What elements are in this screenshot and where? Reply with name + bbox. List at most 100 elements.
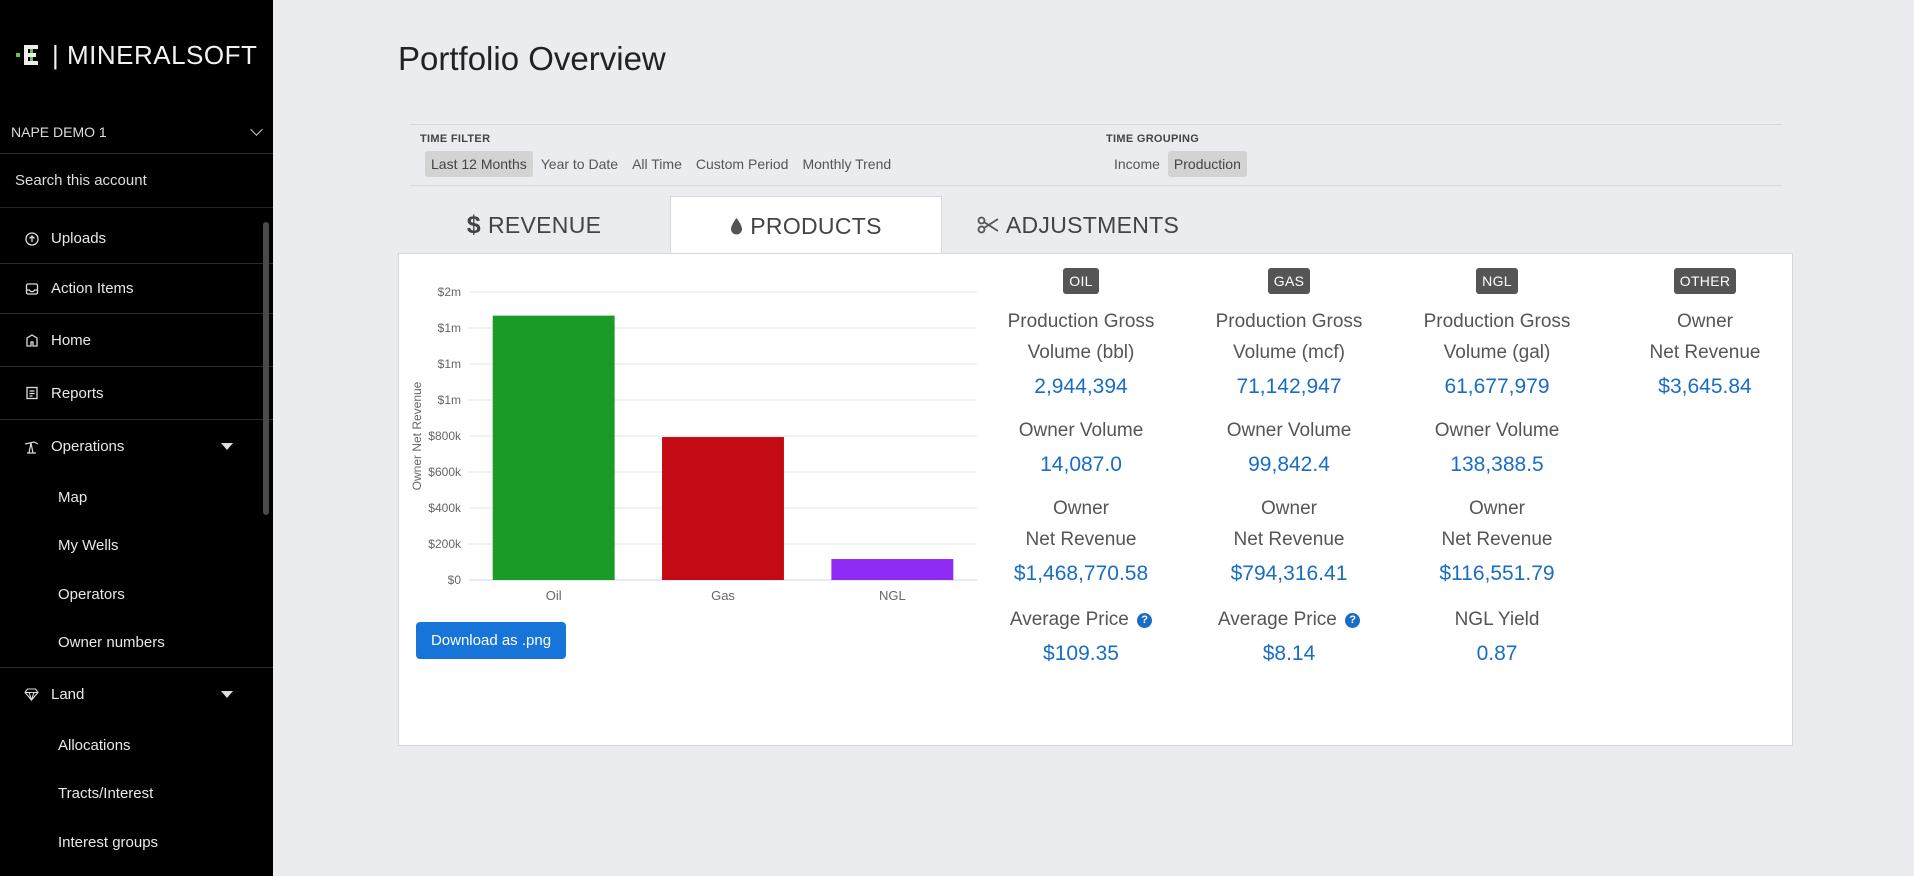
sidebar-subitem-owner-numbers[interactable]: Owner numbers — [58, 634, 165, 652]
ngl-stats: NGL Production Gross Volume (gal) 61,677… — [1393, 268, 1601, 666]
production-gross-unit: Volume (bbl) — [1027, 342, 1135, 363]
sidebar-subitem-tracts-interest[interactable]: Tracts/Interest — [58, 785, 154, 803]
sidebar-subitem-my-wells[interactable]: My Wells — [58, 537, 119, 555]
help-icon[interactable]: ? — [1345, 613, 1361, 628]
sidebar-item-label: Land — [51, 686, 85, 703]
time-filter-group: TIME FILTER Last 12 Months Year to Date … — [410, 133, 897, 177]
upload-icon — [24, 231, 39, 246]
ngl-badge: NGL — [1476, 268, 1518, 294]
caret-down-icon[interactable] — [221, 691, 233, 698]
sidebar-subitem-allocations[interactable]: Allocations — [58, 736, 131, 754]
time-grouping-income[interactable]: Income — [1114, 156, 1160, 172]
oil-stats: OIL Production Gross Volume (bbl) 2,944,… — [977, 268, 1185, 666]
gas-owner-volume-value: 99,842.4 — [1248, 453, 1330, 476]
sidebar-scrollbar[interactable] — [263, 222, 269, 515]
sidebar-item-label: Operations — [51, 438, 125, 455]
y-axis-label: Owner Net Revenue — [410, 381, 424, 490]
other-stats: OTHER Owner Net Revenue $3,645.84 — [1601, 268, 1809, 399]
owner-label: Owner — [1053, 498, 1109, 519]
dollar-icon: $ — [466, 210, 481, 239]
x-tick-label: Oil — [546, 588, 562, 603]
time-filter-options: Last 12 Months Year to Date All Time Cus… — [425, 151, 897, 177]
sidebar-item-label: Reports — [51, 384, 104, 402]
owner-label: Owner — [1261, 498, 1317, 519]
average-price-label: Average Price — [1217, 609, 1337, 630]
bar-gas — [662, 437, 784, 580]
search-account-input[interactable]: Search this account — [0, 154, 273, 208]
owner-label: Owner — [1469, 498, 1525, 519]
sidebar-item-label: Home — [51, 331, 92, 349]
tab-label: ADJUSTMENTS — [1005, 211, 1180, 238]
y-tick-label: $1m — [438, 393, 461, 407]
operations-group: Operations Map My Wells Operators Owner … — [0, 420, 273, 668]
production-gross-unit: Volume (gal) — [1443, 342, 1551, 363]
production-gross-label: Production Gross — [1423, 311, 1571, 332]
sidebar-item-action-items[interactable]: Action Items — [0, 264, 273, 314]
y-tick-label: $1m — [438, 321, 461, 335]
sidebar-subitem-interest-groups[interactable]: Interest groups — [58, 833, 159, 851]
help-icon[interactable]: ? — [1137, 613, 1153, 628]
tab-revenue[interactable]: $ REVENUE — [398, 196, 670, 254]
sidebar-item-uploads[interactable]: Uploads — [0, 214, 273, 264]
oil-production-gross-value: 2,944,394 — [1034, 375, 1128, 398]
sidebar-subitem-operators[interactable]: Operators — [58, 585, 125, 603]
y-tick-label: $400k — [428, 501, 462, 515]
time-grouping-production[interactable]: Production — [1167, 151, 1247, 177]
droplet-icon — [730, 217, 743, 235]
gas-badge: GAS — [1267, 268, 1311, 294]
filter-bar: TIME FILTER Last 12 Months Year to Date … — [410, 124, 1782, 186]
tab-products[interactable]: PRODUCTS — [670, 196, 942, 255]
net-revenue-label: Net Revenue — [1233, 529, 1345, 550]
owner-net-revenue-chart: $0 $200k $400k $600k $800k $1m $1m $1m $2m Oil Gas… — [410, 285, 977, 603]
ngl-yield-label: NGL Yield — [1454, 609, 1540, 630]
y-tick-label: $600k — [428, 465, 462, 479]
average-price-label: Average Price — [1009, 609, 1129, 630]
sidebar-item-operations[interactable]: Operations — [0, 420, 273, 473]
time-filter-monthly-trend[interactable]: Monthly Trend — [802, 156, 892, 172]
sidebar-item-reports[interactable]: Reports — [0, 367, 273, 420]
owner-volume-label: Owner Volume — [1434, 420, 1560, 441]
caret-down-icon[interactable] — [221, 443, 233, 450]
tab-label: PRODUCTS — [750, 212, 882, 239]
owner-volume-label: Owner Volume — [1018, 420, 1144, 441]
time-filter-last-12-months[interactable]: Last 12 Months — [425, 151, 533, 177]
sidebar-item-land[interactable]: Land — [0, 668, 273, 721]
account-name: NAPE DEMO 1 — [11, 123, 107, 140]
x-tick-label: Gas — [711, 588, 735, 603]
mineralsoft-logo-icon — [14, 43, 44, 67]
ngl-owner-net-revenue-value: $116,551.79 — [1439, 562, 1555, 585]
oil-owner-volume-value: 14,087.0 — [1040, 453, 1122, 476]
gas-production-gross-value: 71,142,947 — [1236, 375, 1342, 398]
time-grouping-options: Income Production — [1108, 151, 1247, 177]
owner-volume-label: Owner Volume — [1226, 420, 1352, 441]
pumpjack-icon — [24, 439, 39, 454]
sidebar-item-home[interactable]: Home — [0, 314, 273, 367]
sidebar-subitem-map[interactable]: Map — [58, 488, 88, 506]
time-filter-all-time[interactable]: All Time — [632, 156, 682, 172]
tab-adjustments[interactable]: ADJUSTMENTS — [942, 196, 1214, 254]
ngl-production-gross-value: 61,677,979 — [1444, 375, 1550, 398]
overview-tabs: $ REVENUE PRODUCTS ADJUSTMENTS — [398, 196, 1214, 255]
time-filter-custom-period[interactable]: Custom Period — [695, 156, 789, 172]
oil-owner-net-revenue-value: $1,468,770.58 — [1013, 562, 1149, 585]
download-png-button[interactable]: Download as .png — [416, 622, 566, 659]
oil-badge: OIL — [1063, 268, 1099, 294]
account-selector[interactable]: NAPE DEMO 1 — [0, 110, 273, 154]
time-grouping-group: TIME GROUPING Income Production — [1096, 133, 1247, 177]
products-panel: $0 $200k $400k $600k $800k $1m $1m $1m $2m Oil Gas… — [398, 253, 1793, 746]
production-gross-label: Production Gross — [1215, 311, 1363, 332]
time-filter-year-to-date[interactable]: Year to Date — [540, 156, 619, 172]
search-account-placeholder: Search this account — [15, 172, 147, 189]
scissors-icon — [977, 216, 999, 234]
gas-average-price-value: $8.14 — [1262, 642, 1316, 665]
tab-label: REVENUE — [487, 211, 602, 238]
other-owner-net-revenue-value: $3,645.84 — [1658, 375, 1752, 398]
y-tick-label: $200k — [428, 537, 462, 551]
net-revenue-label: Net Revenue — [1441, 529, 1553, 550]
inbox-icon — [24, 281, 39, 296]
reports-icon — [24, 386, 39, 401]
time-filter-label: TIME FILTER — [420, 133, 491, 145]
other-badge: OTHER — [1673, 268, 1737, 294]
brand[interactable]: | MINERALSOFT — [0, 0, 273, 110]
average-price-row: Average Price ? — [1185, 604, 1393, 635]
